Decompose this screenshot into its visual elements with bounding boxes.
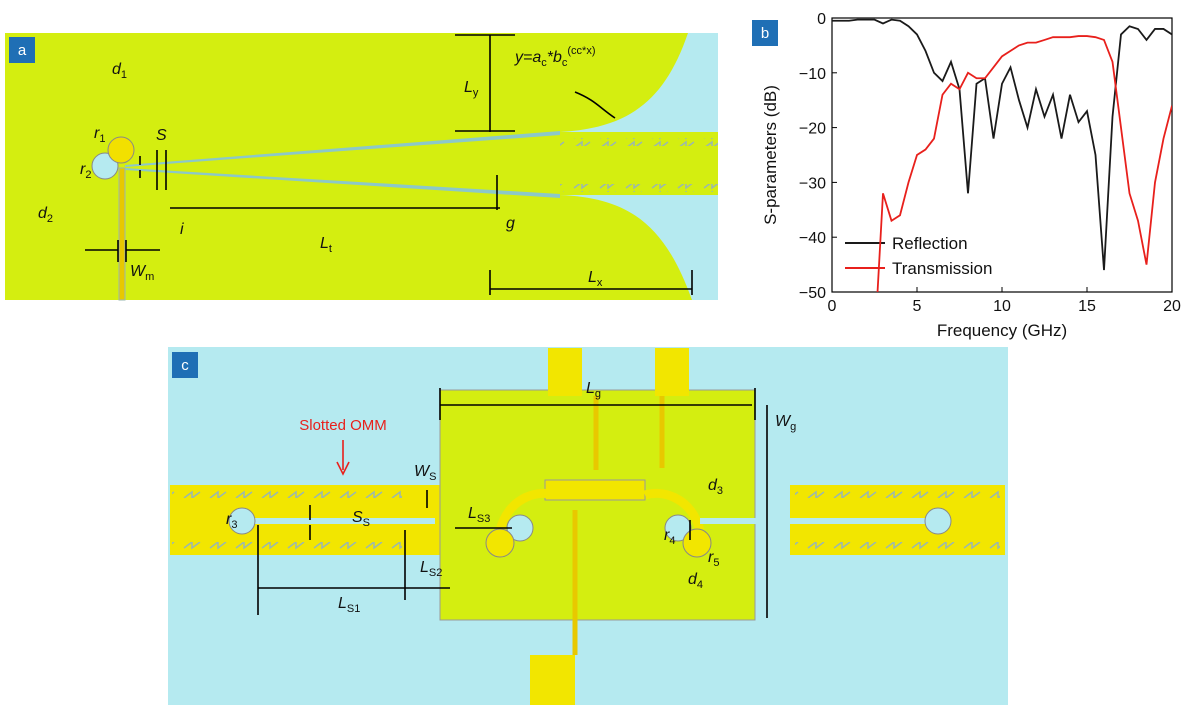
eq-part: c: [562, 57, 568, 69]
gate: [545, 480, 645, 500]
eq-part: y=a: [514, 49, 541, 66]
panel-tag: a: [18, 42, 27, 59]
stub-circle: [108, 137, 134, 163]
x-tick-label: 10: [993, 298, 1011, 315]
label-base: L: [320, 235, 329, 252]
slots: [560, 184, 718, 192]
label-sub: S2: [429, 567, 442, 579]
label-sub: 2: [85, 169, 91, 181]
x-tick-label: 20: [1163, 298, 1181, 315]
panel-b: b Frequency (GHz) S-parameters (dB) 0 5 10…: [752, 11, 1181, 347]
label-sub: 3: [717, 485, 723, 497]
label-base: L: [588, 269, 597, 286]
label-base: L: [468, 505, 477, 522]
stub-circle: [486, 529, 514, 557]
slots: [795, 490, 1000, 498]
label-sub: 4: [669, 535, 675, 547]
figure: a y=ac*bc(cc*x) b Frequency (GHz) S-para…: [0, 0, 1191, 707]
label-sub: 2: [47, 213, 53, 225]
y-tick-label: −30: [799, 175, 826, 192]
eq-part: *b: [547, 49, 562, 66]
label-base: L: [338, 595, 347, 612]
slots: [172, 490, 402, 498]
label-sub: S1: [347, 603, 360, 615]
label-base: S: [352, 509, 363, 526]
label-base: g: [506, 215, 515, 232]
y-tick-label: 0: [817, 11, 826, 28]
legend-label: Reflection: [892, 234, 968, 253]
stub-circle: [683, 529, 711, 557]
feed-line: [119, 168, 125, 300]
slot-line: [700, 518, 940, 524]
x-tick-label: 5: [913, 298, 922, 315]
label-sub: g: [790, 421, 796, 433]
panel-tag: b: [761, 25, 769, 42]
label-base: L: [464, 79, 473, 96]
pad: [530, 655, 575, 705]
label-sub: 3: [231, 519, 237, 531]
label-sub: x: [597, 277, 603, 289]
label-base: L: [586, 380, 595, 397]
label-sub: 4: [697, 579, 703, 591]
label-sub: 1: [121, 69, 127, 81]
slot-line: [255, 518, 435, 524]
label-sub: S: [363, 517, 370, 529]
panel-c: Slotted OMM c: [168, 347, 1008, 705]
label-sub: 5: [713, 557, 719, 569]
label-sub: S: [429, 471, 436, 483]
eq-part: (cc*x): [567, 45, 595, 57]
x-axis-label: Frequency (GHz): [937, 321, 1067, 340]
label-sub: 1: [99, 133, 105, 145]
y-tick-label: −40: [799, 230, 826, 247]
plot-frame: [832, 18, 1172, 292]
label-sub: g: [595, 388, 601, 400]
pad: [655, 348, 689, 396]
dimension-label: g: [506, 215, 515, 232]
x-tick-label: 15: [1078, 298, 1096, 315]
label-base: S: [156, 127, 167, 144]
label-sub: y: [473, 87, 479, 99]
label-sub: m: [145, 271, 154, 283]
label-base: L: [420, 559, 429, 576]
x-tick-label: 0: [828, 298, 837, 315]
dimension-label: S: [156, 127, 167, 144]
y-tick-label: −50: [799, 285, 826, 302]
legend-label: Transmission: [892, 259, 992, 278]
dimension-label: i: [180, 221, 184, 238]
y-tick-label: −20: [799, 121, 826, 138]
y-tick-label: −10: [799, 66, 826, 83]
pad: [548, 348, 582, 396]
slots: [560, 138, 718, 146]
slot-label: Slotted OMM: [299, 417, 387, 434]
label-sub: S3: [477, 513, 490, 525]
y-axis-label: S-parameters (dB): [761, 85, 780, 225]
slot-circle: [925, 508, 951, 534]
label-base: i: [180, 221, 184, 238]
label-sub: t: [329, 243, 332, 255]
panel-tag: c: [181, 357, 189, 374]
slots: [795, 542, 1000, 550]
slots: [172, 542, 402, 550]
